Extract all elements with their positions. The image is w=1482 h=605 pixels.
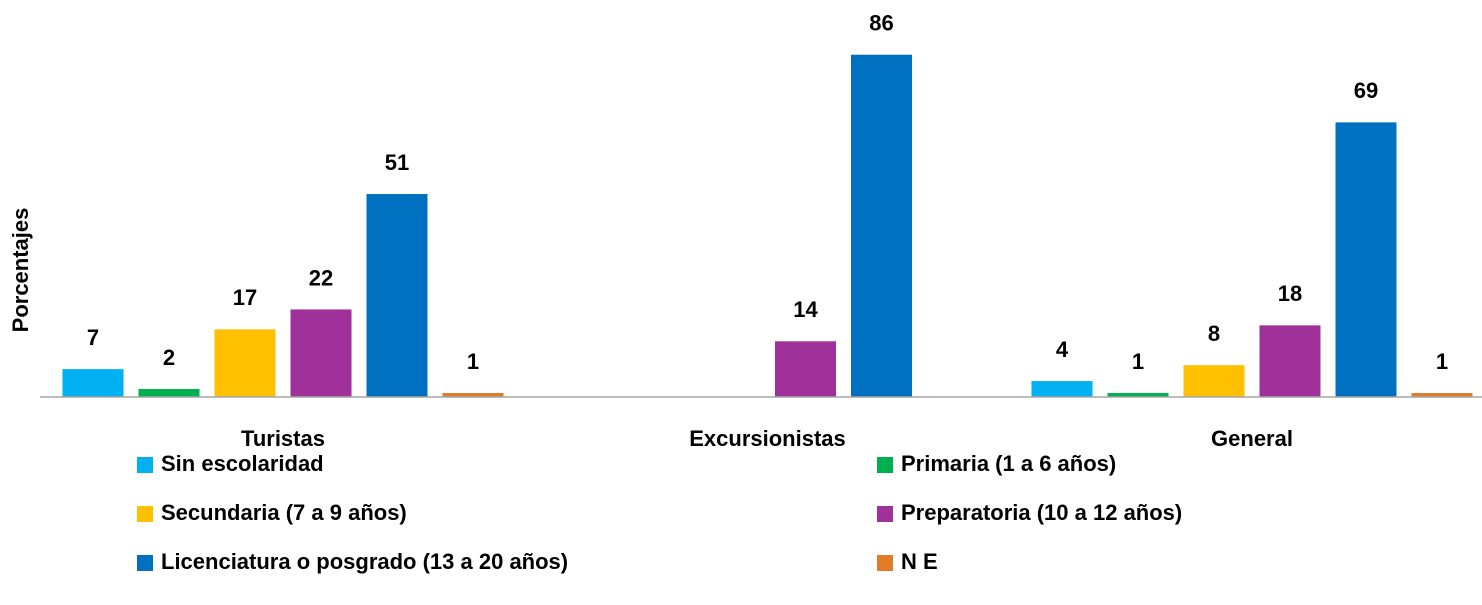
bar	[442, 393, 504, 397]
legend-swatch	[137, 506, 153, 522]
bar	[1335, 122, 1397, 397]
legend-swatch	[137, 555, 153, 571]
bar	[1411, 393, 1473, 397]
legend-swatch	[877, 457, 893, 473]
bar	[290, 309, 352, 397]
x-tick-label: Excursionistas	[689, 426, 846, 451]
data-label: 14	[793, 297, 818, 322]
bar	[366, 194, 428, 397]
bar	[1031, 381, 1093, 397]
bar	[138, 389, 200, 397]
bar	[775, 341, 836, 397]
bar	[214, 329, 276, 397]
data-label: 7	[87, 325, 99, 350]
x-tick-label: General	[1211, 426, 1293, 451]
bar	[62, 369, 124, 397]
y-axis-label: Porcentajes	[8, 208, 33, 333]
legend-swatch	[877, 555, 893, 571]
data-label: 2	[163, 345, 175, 370]
data-label: 86	[869, 11, 893, 36]
x-tick-label: Turistas	[241, 426, 325, 451]
data-label: 69	[1354, 78, 1378, 103]
data-label: 4	[1056, 337, 1069, 362]
legend-swatch	[137, 457, 153, 473]
legend-label: N E	[901, 549, 938, 574]
data-label: 1	[467, 349, 479, 374]
data-label: 1	[1436, 349, 1448, 374]
legend-label: Secundaria (7 a 9 años)	[161, 500, 407, 525]
bar	[851, 54, 912, 397]
legend-label: Preparatoria (10 a 12 años)	[901, 500, 1182, 525]
data-label: 8	[1208, 321, 1220, 346]
bar	[1259, 325, 1321, 397]
legend-label: Sin escolaridad	[161, 451, 324, 476]
legend-swatch	[877, 506, 893, 522]
data-label: 22	[309, 265, 333, 290]
data-label: 18	[1278, 281, 1302, 306]
legend-label: Primaria (1 a 6 años)	[901, 451, 1116, 476]
data-label: 1	[1132, 349, 1144, 374]
data-label: 51	[385, 150, 409, 175]
data-label: 17	[233, 285, 257, 310]
bar	[1107, 393, 1169, 397]
legend-label: Licenciatura o posgrado (13 a 20 años)	[161, 549, 568, 574]
bar	[1183, 365, 1245, 397]
